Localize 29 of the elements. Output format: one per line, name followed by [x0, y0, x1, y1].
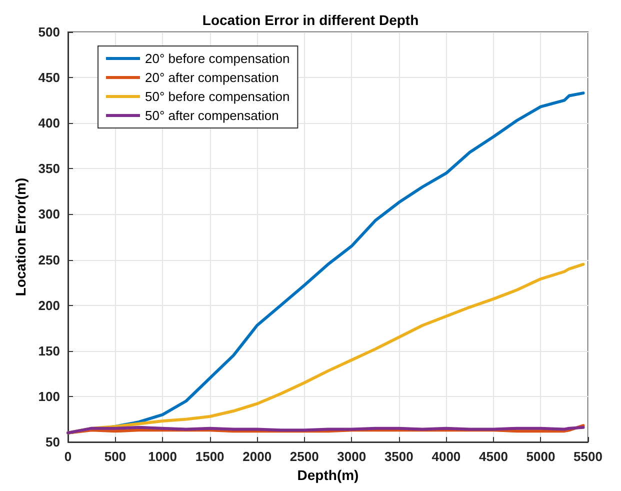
y-tick-label: 400 — [38, 116, 60, 131]
x-tick-label: 4000 — [432, 449, 461, 464]
y-tick-label: 50 — [46, 434, 60, 450]
chart-title: Location Error in different Depth — [202, 12, 419, 28]
x-tick-label: 4500 — [478, 449, 508, 464]
x-tick-label: 2000 — [242, 449, 272, 464]
x-axis-title: Depth(m) — [297, 467, 359, 483]
x-tick-label: 500 — [104, 449, 126, 464]
y-tick-label: 150 — [38, 343, 60, 358]
x-tick-label: 0 — [64, 449, 72, 464]
legend-label: 50° before compensation — [145, 89, 290, 104]
x-tick-label: 1000 — [148, 449, 178, 464]
y-tick-label: 300 — [38, 206, 60, 222]
y-axis-title: Location Error(m) — [12, 178, 28, 296]
legend-label: 20° after compensation — [145, 70, 279, 85]
y-tick-label: 500 — [38, 24, 60, 40]
y-tick-label: 100 — [38, 388, 60, 404]
y-tick-label: 250 — [38, 252, 60, 268]
x-tick-label: 1500 — [195, 449, 224, 464]
x-tick-label: 3500 — [384, 449, 414, 464]
y-tick-label: 450 — [38, 70, 60, 86]
legend-label: 20° before compensation — [145, 51, 290, 66]
x-tick-label: 5000 — [526, 449, 556, 464]
y-tick-label: 350 — [38, 161, 60, 176]
x-tick-label: 5500 — [574, 449, 602, 464]
x-tick-label: 3000 — [337, 449, 366, 464]
legend-label: 50° after compensation — [145, 108, 279, 123]
x-tick-label: 2500 — [290, 449, 319, 464]
y-tick-label: 200 — [38, 298, 60, 313]
